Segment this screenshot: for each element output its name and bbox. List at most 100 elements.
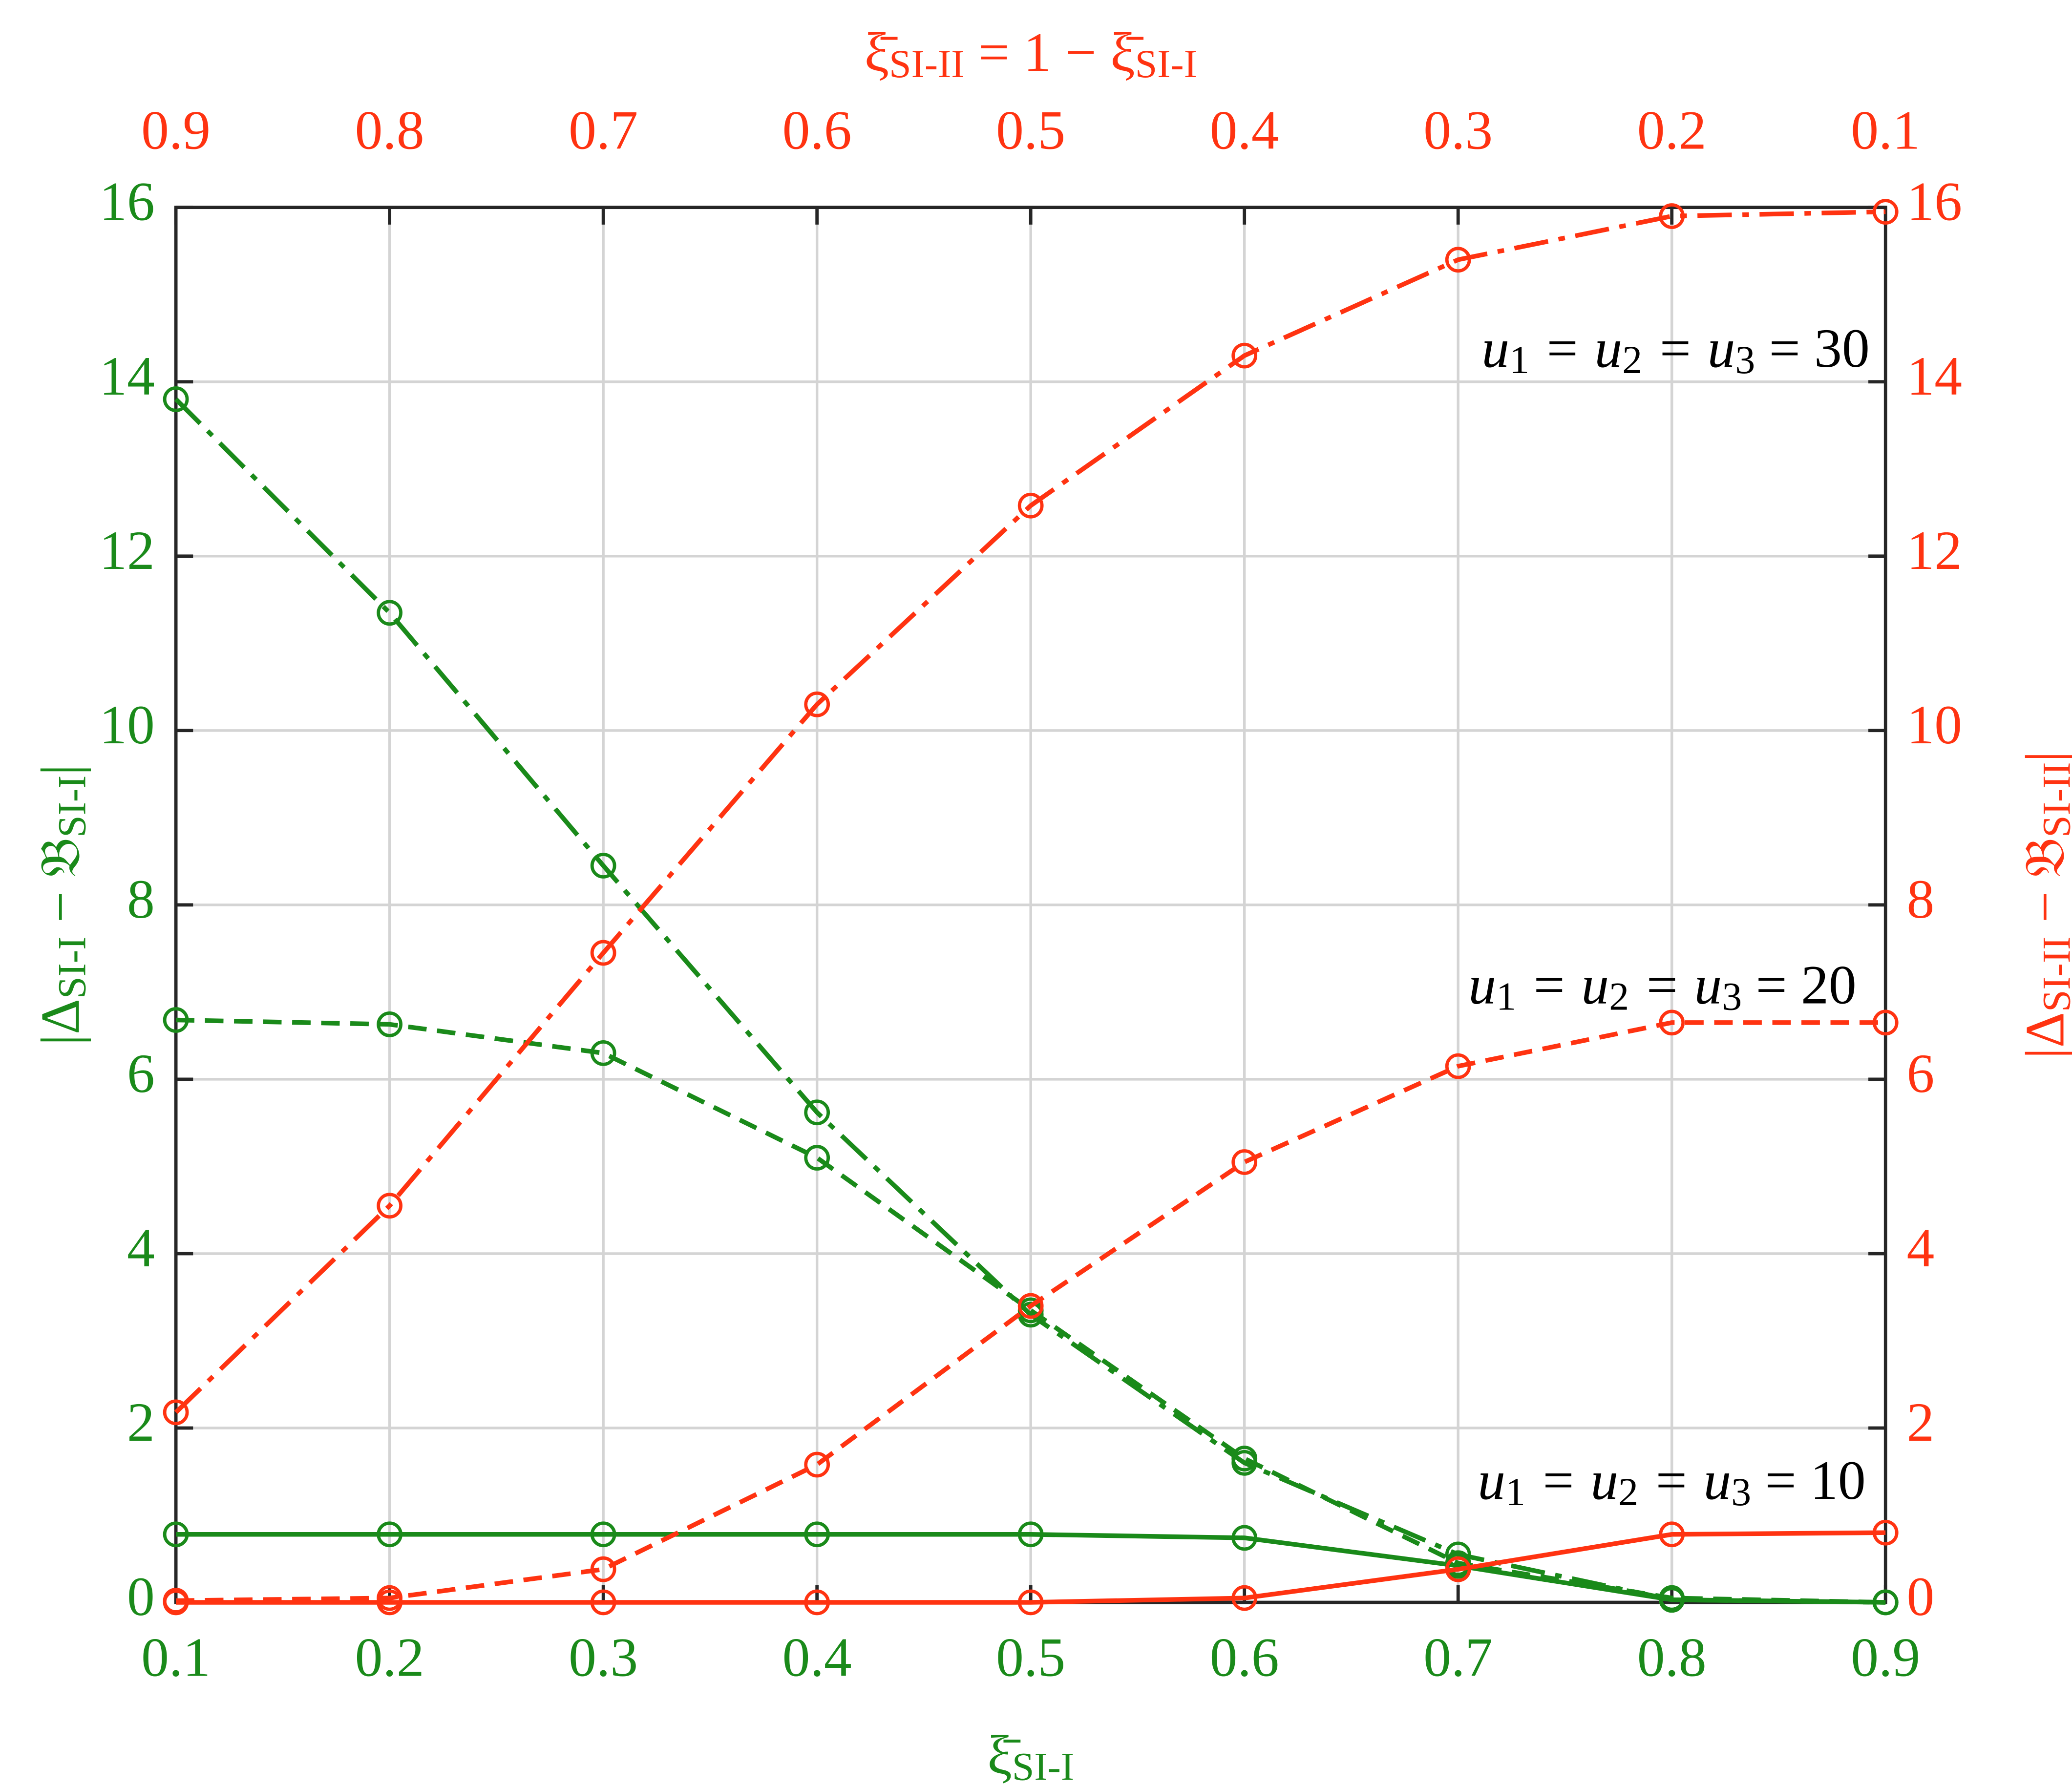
x2-axis-title: ξ̄SI-II = 1 − ξ̄SI-I — [864, 21, 1197, 86]
marker — [163, 1589, 189, 1616]
marker — [163, 1007, 189, 1033]
y-axis-title-part: − 𝔅 — [30, 838, 91, 937]
annotation: u1 = u2 = u3 = 20 — [1468, 954, 1856, 1019]
annotation-part: u — [1468, 954, 1496, 1016]
annotation-part: 3 — [1731, 1470, 1751, 1514]
marker — [1445, 247, 1471, 273]
annotation-part: = u — [1529, 317, 1622, 379]
marker — [804, 1145, 830, 1171]
x-tick-label: 0.2 — [355, 1627, 424, 1688]
y2-tick-label: 0 — [1907, 1566, 1935, 1627]
y2-axis-title-part: SI-II — [2034, 937, 2072, 1012]
y-axis-title-part: SI-I — [50, 937, 94, 999]
marker — [804, 1589, 830, 1616]
marker — [1231, 342, 1258, 369]
x2-tick-label: 0.7 — [569, 100, 638, 161]
marker — [1659, 1587, 1685, 1613]
y-tick-label: 6 — [127, 1043, 155, 1104]
x-tick-label: 0.4 — [782, 1627, 852, 1688]
marker — [590, 1040, 616, 1066]
marker — [163, 1399, 189, 1426]
marker — [1445, 1053, 1471, 1079]
marker — [1017, 1293, 1044, 1319]
marker — [590, 1556, 616, 1582]
marker — [590, 1521, 616, 1548]
y2-tick-label: 2 — [1907, 1391, 1935, 1453]
x2-tick-label: 0.3 — [1423, 100, 1493, 161]
x-tick-label: 0.3 — [569, 1627, 638, 1688]
x-tick-label: 0.8 — [1637, 1627, 1707, 1688]
annotation-part: 3 — [1735, 337, 1755, 382]
y-axis-title-part: SI-I — [50, 776, 94, 838]
annotation-part: 2 — [1609, 974, 1629, 1019]
marker — [804, 1521, 830, 1548]
marker — [377, 1521, 403, 1548]
annotation-part: 1 — [1496, 974, 1516, 1019]
marker — [1017, 1521, 1044, 1548]
annotation-part: 1 — [1505, 1470, 1525, 1514]
marker — [590, 1589, 616, 1616]
y2-axis-title-part: SI-II — [2034, 762, 2072, 837]
y-tick-label: 16 — [99, 171, 155, 232]
annotation-part: 2 — [1622, 337, 1642, 382]
marker — [1231, 1446, 1258, 1471]
marker — [163, 386, 189, 412]
marker — [590, 940, 616, 966]
marker — [1872, 1589, 1899, 1616]
annotation-part: = 10 — [1751, 1450, 1865, 1511]
annotation-part: = u — [1638, 1450, 1731, 1511]
marker — [1659, 1009, 1685, 1036]
marker — [163, 1521, 189, 1548]
annotation-part: = u — [1516, 954, 1609, 1016]
series-line — [176, 1530, 1886, 1605]
x2-tick-label: 0.8 — [355, 100, 424, 161]
x2-tick-label: 0.2 — [1637, 100, 1707, 161]
marker — [1231, 1585, 1258, 1611]
marker — [1445, 1556, 1471, 1582]
y2-tick-label: 16 — [1907, 171, 1963, 232]
marker — [590, 853, 616, 879]
annotation-part: = u — [1629, 954, 1722, 1016]
y2-tick-label: 8 — [1907, 868, 1935, 930]
y-tick-label: 2 — [127, 1391, 155, 1453]
y-axis-title-part: |Δ — [30, 999, 91, 1046]
x-axis-title-part: SI-I — [1012, 1744, 1074, 1786]
marker — [377, 1193, 403, 1219]
x-tick-label: 0.5 — [996, 1627, 1065, 1688]
x2-tick-label: 0.4 — [1210, 100, 1279, 161]
y2-tick-label: 4 — [1907, 1217, 1935, 1279]
y-tick-label: 0 — [127, 1566, 155, 1627]
x2-axis-title-part: = 1 − ξ̄ — [965, 21, 1144, 83]
y2-axis-title-part: |Δ — [2014, 1012, 2072, 1059]
marker — [804, 1451, 830, 1478]
y2-axis-title-part: − 𝔅 — [2014, 838, 2072, 937]
x-tick-label: 0.1 — [141, 1627, 211, 1688]
annotation-part: 3 — [1722, 974, 1742, 1019]
y-axis-title: |ΔSI-I − 𝔅SI-I| — [30, 764, 94, 1046]
series-line — [176, 1532, 1886, 1605]
x-axis-title: ξ̄SI-I — [987, 1724, 1074, 1786]
marker — [1231, 1149, 1258, 1175]
y2-tick-label: 14 — [1907, 345, 1963, 407]
y2-axis-title: |ΔSI-II − 𝔅SI-II| — [2014, 751, 2072, 1059]
series-line — [174, 209, 1886, 1414]
annotation-part: u — [1478, 1450, 1505, 1511]
series-line — [176, 1020, 1886, 1603]
y2-axis-title-part: | — [2014, 751, 2072, 762]
x-tick-label: 0.7 — [1423, 1627, 1493, 1688]
marker — [1872, 1519, 1899, 1546]
y-tick-label: 4 — [127, 1217, 155, 1279]
marker — [1872, 199, 1899, 225]
x-tick-label: 0.9 — [1851, 1627, 1920, 1688]
x-tick-label: 0.6 — [1210, 1627, 1279, 1688]
marker — [1659, 203, 1685, 229]
annotation: u1 = u2 = u3 = 30 — [1481, 317, 1869, 382]
annotation-part: 2 — [1618, 1470, 1638, 1514]
annotation-part: 1 — [1509, 337, 1529, 382]
annotation-part: = 20 — [1742, 954, 1856, 1016]
annotation-part: = 30 — [1755, 317, 1869, 379]
x2-axis-title-part: SI-I — [1135, 42, 1197, 86]
y-tick-label: 10 — [99, 694, 155, 756]
